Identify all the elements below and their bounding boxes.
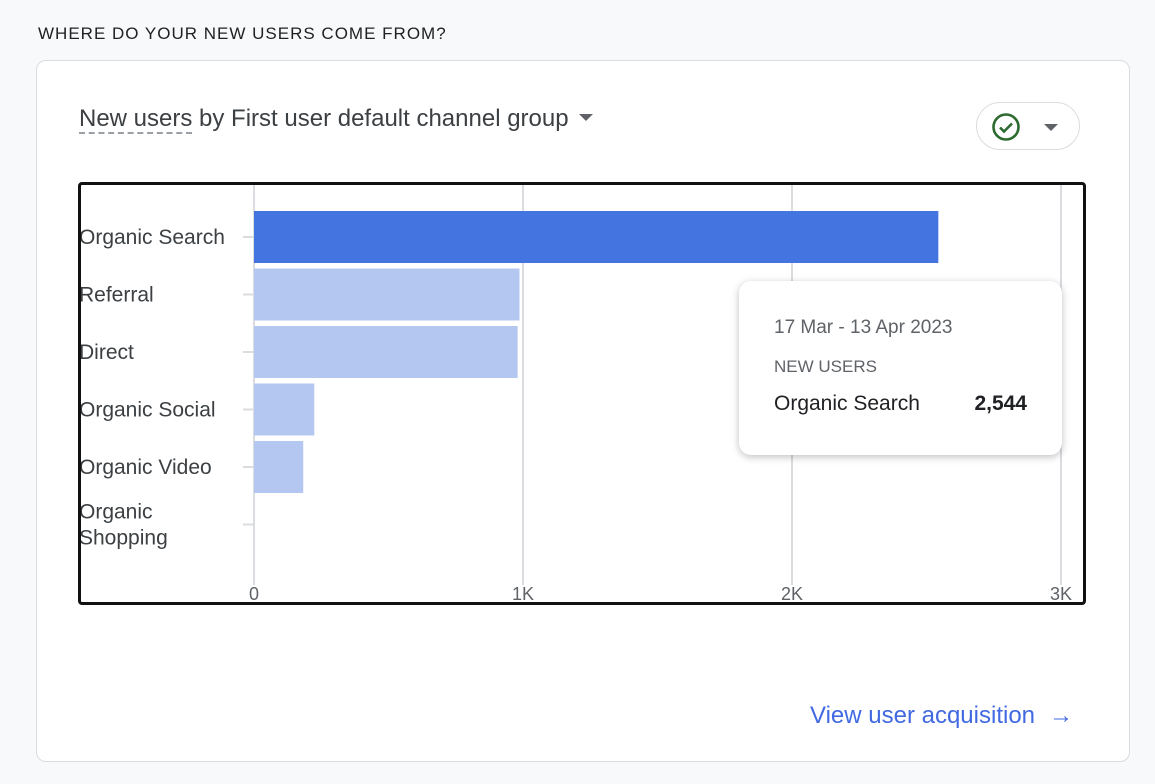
view-user-acquisition-link[interactable]: View user acquisition → xyxy=(810,702,1073,730)
y-tick-label: Organic Social xyxy=(81,399,216,422)
metric-label[interactable]: New users xyxy=(79,105,193,134)
y-tick-label: Organic xyxy=(81,501,153,524)
x-tick-label: 0 xyxy=(249,584,259,602)
bar-chart: 0 1K 2K 3K Organic Search Referral Direct Organ… xyxy=(78,182,1086,605)
bar xyxy=(254,383,315,436)
chart-tooltip: 17 Mar - 13 Apr 2023 NEW USERS Organic S… xyxy=(739,281,1062,455)
chevron-down-icon xyxy=(1044,124,1058,131)
check-circle-icon xyxy=(992,113,1020,141)
section-title: WHERE DO YOUR NEW USERS COME FROM? xyxy=(38,24,447,43)
bar xyxy=(254,441,304,493)
chart-svg: 0 1K 2K 3K Organic Search Referral Direct Organ… xyxy=(81,185,1072,602)
x-tick-label: 1K xyxy=(512,584,534,602)
compare-button[interactable] xyxy=(976,102,1080,150)
y-tick-label: Direct xyxy=(81,341,134,364)
x-tick-label: 2K xyxy=(781,584,803,602)
y-tick-label: Referral xyxy=(81,284,154,307)
y-tick-label: Shopping xyxy=(81,527,168,550)
y-tick-label: Organic Video xyxy=(81,456,212,479)
tooltip-date-range: 17 Mar - 13 Apr 2023 xyxy=(774,317,953,338)
bar xyxy=(254,211,939,263)
arrow-right-icon: → xyxy=(1049,702,1074,729)
dimension-label: by First user default channel group xyxy=(192,105,569,132)
bar xyxy=(254,268,520,321)
x-tick-label: 3K xyxy=(1050,584,1072,602)
tooltip-category: Organic Search xyxy=(774,392,920,415)
bar xyxy=(254,326,518,378)
link-label: View user acquisition xyxy=(810,702,1036,729)
tooltip-value: 2,544 xyxy=(974,392,1027,415)
tooltip-metric-label: NEW USERS xyxy=(774,357,877,376)
chart-title-dropdown[interactable]: New users by First user default channel … xyxy=(79,105,593,134)
y-tick-label: Organic Search xyxy=(81,226,225,249)
dropdown-caret-icon xyxy=(578,114,593,122)
